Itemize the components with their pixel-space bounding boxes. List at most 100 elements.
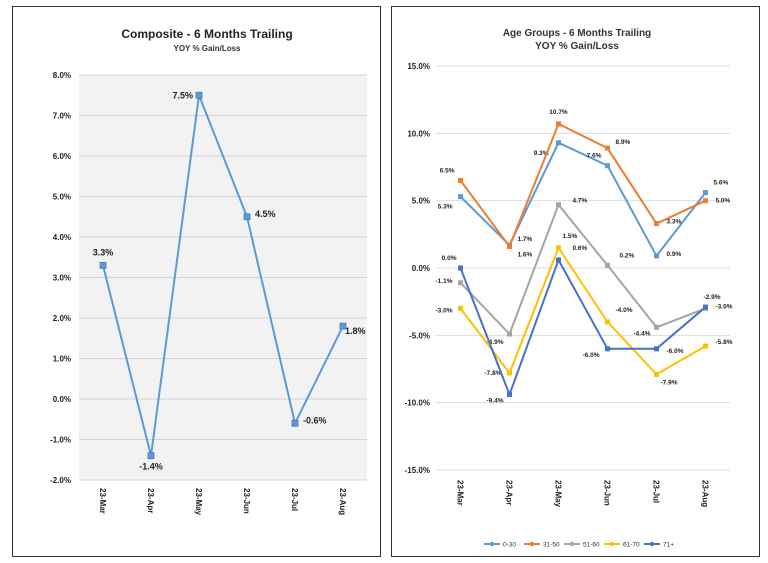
data-point — [507, 331, 512, 337]
data-label: -3.0% — [436, 307, 453, 314]
x-tick-label: 23-Jun — [242, 488, 251, 514]
data-point — [605, 163, 610, 169]
data-point — [605, 319, 610, 325]
chart-subtitle: YOY % Gain/Loss — [535, 41, 619, 52]
y-tick-label: -5.0% — [409, 331, 430, 340]
data-label: 0.6% — [573, 245, 588, 252]
data-label: 5.0% — [716, 198, 731, 205]
data-label: 7.6% — [587, 153, 602, 160]
legend-label: 31-50 — [543, 542, 560, 549]
data-label: 1.5% — [563, 233, 578, 240]
data-label: -2.9% — [704, 294, 721, 301]
data-point — [195, 91, 203, 99]
data-label: 7.5% — [172, 90, 193, 100]
data-point — [556, 202, 561, 208]
series-line — [459, 122, 706, 249]
x-tick-label: 23-Apr — [505, 480, 514, 505]
x-tick-label: 23-Apr — [146, 488, 155, 513]
data-point — [703, 198, 708, 204]
data-label: -7.9% — [661, 379, 678, 386]
legend-label: 71+ — [663, 542, 674, 549]
legend-label: 61-70 — [623, 542, 640, 549]
y-tick-label: 4.0% — [53, 233, 71, 242]
data-label: -3.0% — [716, 303, 733, 310]
data-label: 3.3% — [93, 247, 114, 257]
y-tick-label: -1.0% — [50, 436, 71, 445]
data-point — [605, 145, 610, 151]
series-line — [459, 202, 706, 336]
legend-marker — [489, 541, 495, 547]
data-point — [703, 304, 708, 310]
data-point — [458, 280, 463, 286]
data-point — [458, 194, 463, 200]
data-point — [507, 370, 512, 376]
y-tick-label: -2.0% — [50, 476, 71, 485]
data-label: -1.4% — [139, 462, 163, 472]
data-label: 1.8% — [345, 326, 366, 336]
data-point — [339, 322, 347, 330]
data-label: -4.4% — [634, 330, 651, 337]
x-tick-label: 23-Aug — [701, 480, 710, 507]
y-tick-label: 1.0% — [53, 355, 71, 364]
series-line — [459, 245, 706, 376]
y-tick-label: 7.0% — [53, 112, 71, 121]
legend-marker — [609, 541, 615, 547]
age-groups-chart: Age Groups - 6 Months Trailing YOY % Gai… — [405, 28, 733, 549]
age-groups-chart-panel: Age Groups - 6 Months Trailing YOY % Gai… — [391, 6, 760, 557]
data-label: -6.0% — [583, 352, 600, 359]
data-label: 4.7% — [573, 198, 588, 205]
x-tick-label: 23-Jul — [652, 480, 661, 503]
data-point — [458, 305, 463, 311]
data-point — [654, 253, 659, 259]
data-label: 0.9% — [667, 251, 682, 258]
data-label: 3.3% — [667, 219, 682, 226]
data-point — [605, 262, 610, 268]
data-label: 5.3% — [438, 204, 453, 211]
data-label: -5.8% — [716, 339, 733, 346]
y-tick-label: -10.0% — [405, 399, 430, 408]
legend-marker — [529, 541, 535, 547]
data-label: 10.7% — [549, 109, 568, 116]
data-point — [556, 140, 561, 146]
y-tick-label: 10.0% — [407, 129, 430, 138]
data-point — [556, 121, 561, 127]
data-point — [654, 371, 659, 377]
x-tick-label: 23-May — [554, 480, 563, 508]
x-tick-label: 23-Mar — [456, 480, 465, 506]
y-tick-label: 0.0% — [53, 395, 71, 404]
data-label: -0.6% — [303, 415, 327, 425]
data-label: 5.6% — [714, 180, 729, 187]
data-point — [654, 346, 659, 352]
data-point — [243, 213, 251, 221]
legend-marker — [649, 541, 655, 547]
data-point — [654, 324, 659, 330]
y-tick-label: -15.0% — [405, 466, 430, 475]
data-label: -1.1% — [436, 278, 453, 285]
data-label: 1.6% — [518, 251, 533, 258]
legend-label: 0-30 — [503, 542, 516, 549]
data-point — [556, 257, 561, 263]
x-tick-label: 23-Aug — [338, 488, 347, 515]
data-point — [458, 265, 463, 271]
data-label: 4.5% — [255, 209, 276, 219]
data-label: 9.3% — [534, 150, 549, 157]
data-point — [654, 221, 659, 227]
data-point — [99, 261, 107, 269]
data-point — [507, 243, 512, 249]
data-point — [703, 343, 708, 349]
y-tick-label: 5.0% — [53, 193, 71, 202]
data-label: -4.9% — [487, 339, 504, 346]
data-label: -4.0% — [616, 307, 633, 314]
y-tick-label: 3.0% — [53, 274, 71, 283]
chart-subtitle: YOY % Gain/Loss — [174, 44, 242, 53]
y-tick-label: 15.0% — [407, 62, 430, 71]
data-label: 6.5% — [440, 167, 455, 174]
data-point — [147, 452, 155, 460]
data-label: 1.7% — [518, 236, 533, 243]
chart-title: Age Groups - 6 Months Trailing — [503, 28, 651, 39]
data-label: -9.4% — [487, 398, 504, 405]
data-point — [703, 190, 708, 196]
series-line — [459, 257, 707, 398]
composite-chart: Composite - 6 Months Trailing YOY % Gain… — [50, 27, 367, 516]
x-tick-label: 23-Mar — [98, 488, 107, 514]
